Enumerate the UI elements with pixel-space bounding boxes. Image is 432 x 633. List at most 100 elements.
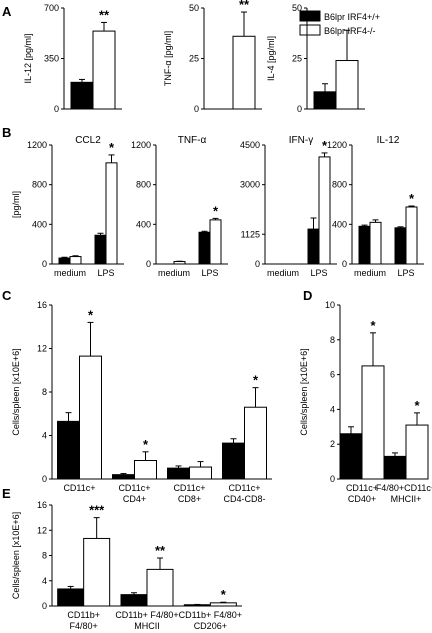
y-tick-label: 8: [330, 335, 335, 345]
chart-b-5: 0 400 800 1200 TNF-α medium LPS *: [131, 135, 228, 278]
bar: [209, 602, 237, 607]
y-tick-label: 16: [37, 500, 47, 510]
bar: [358, 225, 371, 265]
significance-marker: *: [88, 307, 94, 322]
y-tick-label: 0: [54, 104, 59, 114]
x-tick-label: CD8+: [178, 494, 201, 504]
chart-title: IFN-γ: [289, 135, 313, 146]
bar: [307, 228, 320, 265]
bar: [405, 424, 429, 480]
y-tick-label: 0: [330, 474, 335, 484]
y-tick-label: 4: [330, 404, 335, 414]
bar: [383, 455, 407, 480]
y-tick-label: 0: [42, 259, 47, 269]
y-tick-label: 2: [330, 439, 335, 449]
y-tick-label: 6: [330, 370, 335, 380]
bar: [120, 594, 148, 607]
x-tick-label: LPS: [97, 268, 114, 278]
chart-title: TNF-α: [178, 135, 207, 146]
legend: B6lpr IRF4+/+ B6lpr IRF4-/-: [299, 10, 380, 36]
bar: [189, 466, 212, 480]
bar: [335, 60, 359, 110]
x-tick-label: medium: [267, 268, 299, 278]
x-tick-label: F4/80+CD11c+: [376, 483, 432, 493]
significance-marker: *: [109, 140, 115, 155]
y-axis-label: IL-12 [pg/ml]: [23, 33, 33, 83]
y-tick-label: 25: [189, 54, 199, 64]
bar: [369, 221, 382, 265]
x-tick-label: MHCII: [134, 621, 160, 631]
chart-a-3: 0 25 50 IL-4 [pg/ml]: [266, 3, 365, 114]
significance-marker: *: [322, 138, 328, 153]
legend-label: B6lpr IRF4+/+: [324, 12, 380, 22]
significance-marker: *: [414, 398, 420, 413]
x-tick-label: medium: [158, 268, 190, 278]
chart-a-1: 0 350 700 IL-12 [pg/ml] **: [23, 3, 122, 114]
x-tick-label: CD11b+ F4/80+: [179, 610, 242, 620]
bar: [232, 35, 256, 110]
y-tick-label: 4: [42, 431, 47, 441]
x-tick-label: CD206+: [194, 621, 227, 631]
significance-marker: *: [143, 437, 149, 452]
y-tick-label: 700: [44, 3, 59, 13]
y-tick-label: 8: [42, 387, 47, 397]
x-tick-label: medium: [54, 268, 86, 278]
y-tick-label: 50: [189, 3, 199, 13]
bar: [167, 467, 190, 480]
bar: [244, 406, 267, 480]
legend-swatch: [299, 24, 321, 36]
significance-marker: *: [213, 203, 219, 218]
y-tick-label: 350: [44, 54, 59, 64]
x-tick-label: CD11b+: [67, 610, 100, 620]
bar: [339, 433, 363, 480]
bar: [112, 474, 135, 480]
x-tick-label: CD11b+ F4/80+: [115, 610, 178, 620]
bar: [69, 256, 82, 265]
legend-label: B6lpr IRF4-/-: [324, 26, 376, 36]
panel-letter-a: A: [2, 4, 12, 19]
chart-b-4: 0 400 800 1200 [pg/ml] CCL2 medium LPS *: [11, 135, 124, 278]
y-tick-label: 12: [37, 525, 47, 535]
y-tick-label: 0: [42, 474, 47, 484]
x-tick-label: CD11c+: [63, 483, 95, 493]
x-tick-label: CD11c+: [173, 483, 205, 493]
y-tick-label: 800: [332, 180, 347, 190]
significance-marker: *: [253, 373, 259, 388]
bar: [183, 604, 211, 607]
y-tick-label: 0: [146, 259, 151, 269]
x-tick-label: medium: [354, 268, 386, 278]
significance-marker: **: [99, 7, 110, 22]
x-tick-label: CD40+: [348, 494, 376, 504]
chart-a-2: 0 25 50 TNF-α [pg/ml] **: [163, 0, 262, 114]
y-tick-label: 0: [42, 601, 47, 611]
x-tick-label: LPS: [397, 268, 414, 278]
y-tick-label: 16: [37, 300, 47, 310]
x-tick-label: LPS: [201, 268, 218, 278]
y-tick-label: 25: [292, 54, 302, 64]
y-tick-label: 8: [42, 551, 47, 561]
y-tick-label: 1200: [327, 140, 347, 150]
x-tick-label: CD4+: [123, 494, 146, 504]
y-tick-label: 0: [194, 104, 199, 114]
x-tick-label: CD11c+: [118, 483, 150, 493]
significance-marker: *: [370, 318, 376, 333]
bar: [209, 219, 222, 265]
y-tick-label: 800: [136, 180, 151, 190]
bar: [58, 257, 71, 265]
y-axis-label: Cells/spleen [x10E+6]: [299, 348, 309, 435]
bar: [105, 162, 118, 265]
bar: [83, 537, 111, 607]
significance-marker: *: [409, 191, 415, 206]
panel-letter-d: D: [303, 288, 312, 303]
y-tick-label: 0: [297, 104, 302, 114]
x-tick-label: CD11c+: [346, 483, 378, 493]
y-axis-label: Cells/spleen [x10E+6]: [11, 512, 21, 599]
y-tick-label: 800: [32, 180, 47, 190]
significance-marker: ***: [89, 503, 105, 518]
chart-b-7: 0 400 800 1200 IL-12 medium LPS *: [327, 135, 424, 278]
panel-letter-b: B: [2, 125, 11, 140]
y-tick-label: 0: [342, 259, 347, 269]
bar: [318, 156, 331, 265]
bar: [222, 442, 245, 480]
